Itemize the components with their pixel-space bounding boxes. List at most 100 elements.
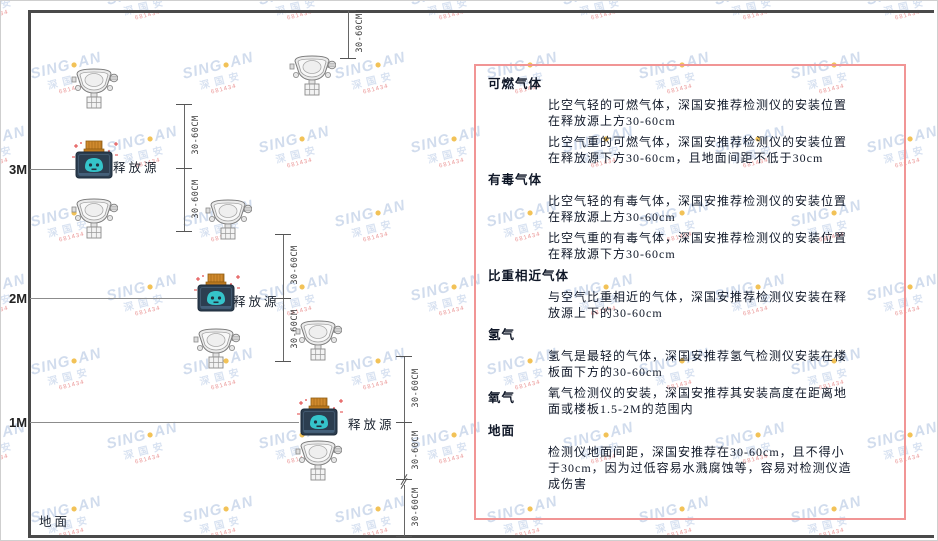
watermark-chinese-text: 深国安 (122, 440, 170, 463)
info-section-heading: 氧气 (488, 391, 516, 405)
gas-detector-icon (192, 326, 241, 370)
dimension-line (184, 104, 185, 231)
singoan-brand-text: SING●AN (1, 1, 27, 9)
info-section-paragraph: 与空气比重相近的气体，深国安推荐检测仪安装在释放源上下的30-60cm (548, 290, 848, 320)
watermark-chinese-text: 深国安 (0, 0, 18, 19)
watermark-red-text: 681434 (210, 379, 238, 392)
watermark-chinese-text: 深国安 (350, 70, 398, 93)
singoan-brand-text: SING●AN (28, 344, 104, 379)
level-line-3m (30, 169, 75, 170)
dimension-label: 30-60CM (191, 115, 201, 155)
watermark-red-text: 681434 (362, 231, 390, 244)
watermark-red-text: 681434 (362, 379, 390, 392)
gas-detector-icon (70, 196, 119, 240)
watermark-red-text: 681434 (134, 9, 162, 22)
ground-label: 地面 (39, 515, 71, 529)
dimension-tick (275, 234, 291, 235)
singoan-brand-text: SING●AN (180, 492, 256, 527)
singoan-brand-text: SING●AN (0, 122, 28, 146)
dimension-tick (396, 422, 412, 423)
dimension-line (283, 234, 284, 361)
gas-detector-icon (288, 53, 337, 97)
level-label-1m: 1M (9, 415, 28, 430)
info-sections: 可燃气体 比空气轻的可燃气体，深国安推荐检测仪的安装位置在释放源上方30-60cm… (488, 76, 874, 492)
level-line-2m (30, 298, 197, 299)
info-section-heading: 氢气 (488, 328, 516, 342)
info-section: 可燃气体 比空气轻的可燃气体，深国安推荐检测仪的安装位置在释放源上方30-60cm… (488, 76, 874, 166)
watermark-red-text: 681434 (590, 9, 618, 22)
singoan-brand-text: SING●AN (332, 196, 408, 231)
singoan-brand-text: SING●AN (105, 1, 180, 9)
release-source-label: 释放源 (348, 418, 395, 432)
info-section-paragraph: 氢气是最轻的气体，深国安推荐氢气检测仪安装在楼板面下方的30-60cm (548, 349, 848, 379)
info-section: 氧气 氧气检测仪的安装，深国安推荐其安装高度在距离地面或楼板1.5-2M的范围内 (488, 385, 874, 417)
gas-detector-icon (294, 438, 343, 482)
watermark-red-text: 681434 (134, 453, 162, 466)
singoan-brand-text: SING●AN (104, 418, 180, 453)
watermark-red-text: 681434 (210, 527, 238, 540)
info-section-paragraph: 比空气重的可燃气体，深国安推荐检测仪的安装位置在释放源下方30-60cm，且地面… (548, 135, 848, 165)
dimension-label: 30-60CM (191, 179, 201, 219)
release-source-label: 释放源 (113, 161, 160, 175)
dimension-label: 30-60CM (411, 487, 421, 527)
watermark-red-text: 681434 (362, 83, 390, 96)
singoan-brand-text: SING●AN (256, 122, 332, 157)
singoan-brand-text: SING●AN (713, 1, 788, 9)
singoan-brand-text: SING●AN (408, 270, 484, 305)
watermark-red-text: 681434 (514, 527, 542, 540)
dimension-tick (396, 536, 412, 537)
dimension-label: 30-60CM (411, 368, 421, 408)
dimension-label: 30-60CM (290, 245, 300, 285)
info-section-paragraph: 比空气轻的可燃气体，深国安推荐检测仪的安装位置在释放源上方30-60cm (548, 98, 848, 128)
watermark-chinese-text: 深国安 (46, 366, 94, 389)
release-source-icon (191, 273, 241, 315)
info-section-paragraph: 检测仪地面间距，深国安推荐在30-60cm，且不得小于30cm，因为过低容易水溅… (548, 445, 852, 491)
info-section-heading: 有毒气体 (488, 173, 543, 187)
watermark-chinese-text: 深国安 (198, 70, 246, 93)
singoan-brand-text: SING●AN (332, 492, 408, 527)
wall-line (28, 10, 31, 538)
release-source-icon (69, 140, 119, 182)
info-section-paragraph: 比空气重的有毒气体，深国安推荐检测仪的安装位置在释放源下方30-60cm (548, 231, 848, 261)
info-section-heading: 地面 (488, 424, 516, 438)
singoan-brand-text: SING●AN (332, 48, 408, 83)
gas-detector-icon (204, 197, 253, 241)
singoan-brand-text: SING●AN (865, 1, 937, 9)
watermark-red-text: 681434 (362, 527, 390, 540)
dimension-label: 30-60CM (355, 13, 365, 53)
watermark-red-text: 681434 (742, 9, 770, 22)
singoan-brand-text: SING●AN (409, 1, 484, 9)
dimension-tick (176, 168, 192, 169)
singoan-brand-text: SING●AN (180, 48, 256, 83)
dimension-tick (340, 10, 356, 11)
info-section-paragraph: 比空气轻的有毒气体，深国安推荐检测仪的安装位置在释放源上方30-60cm (548, 194, 848, 224)
level-label-2m: 2M (9, 291, 28, 306)
singoan-brand-text: SING●AN (408, 122, 484, 157)
dimension-line (404, 356, 405, 479)
dimension-tick (275, 361, 291, 362)
gas-detector-icon (70, 66, 119, 110)
watermark-red-text: 681434 (210, 83, 238, 96)
watermark-red-text: 681434 (894, 9, 922, 22)
singoan-brand-text: SING●AN (561, 1, 636, 9)
watermark-chinese-text: 深国安 (350, 218, 398, 241)
singoan-brand-text: SING●AN (104, 270, 180, 305)
watermark-chinese-text: 深国安 (0, 440, 18, 463)
dimension-tick (275, 298, 291, 299)
release-source-label: 释放源 (233, 295, 280, 309)
level-line-1m (30, 422, 299, 423)
dimension-line (348, 10, 349, 58)
info-section: 地面检测仪地面间距，深国安推荐在30-60cm，且不得小于30cm，因为过低容易… (488, 423, 874, 492)
info-panel: 可燃气体 比空气轻的可燃气体，深国安推荐检测仪的安装位置在释放源上方30-60cm… (474, 64, 906, 520)
